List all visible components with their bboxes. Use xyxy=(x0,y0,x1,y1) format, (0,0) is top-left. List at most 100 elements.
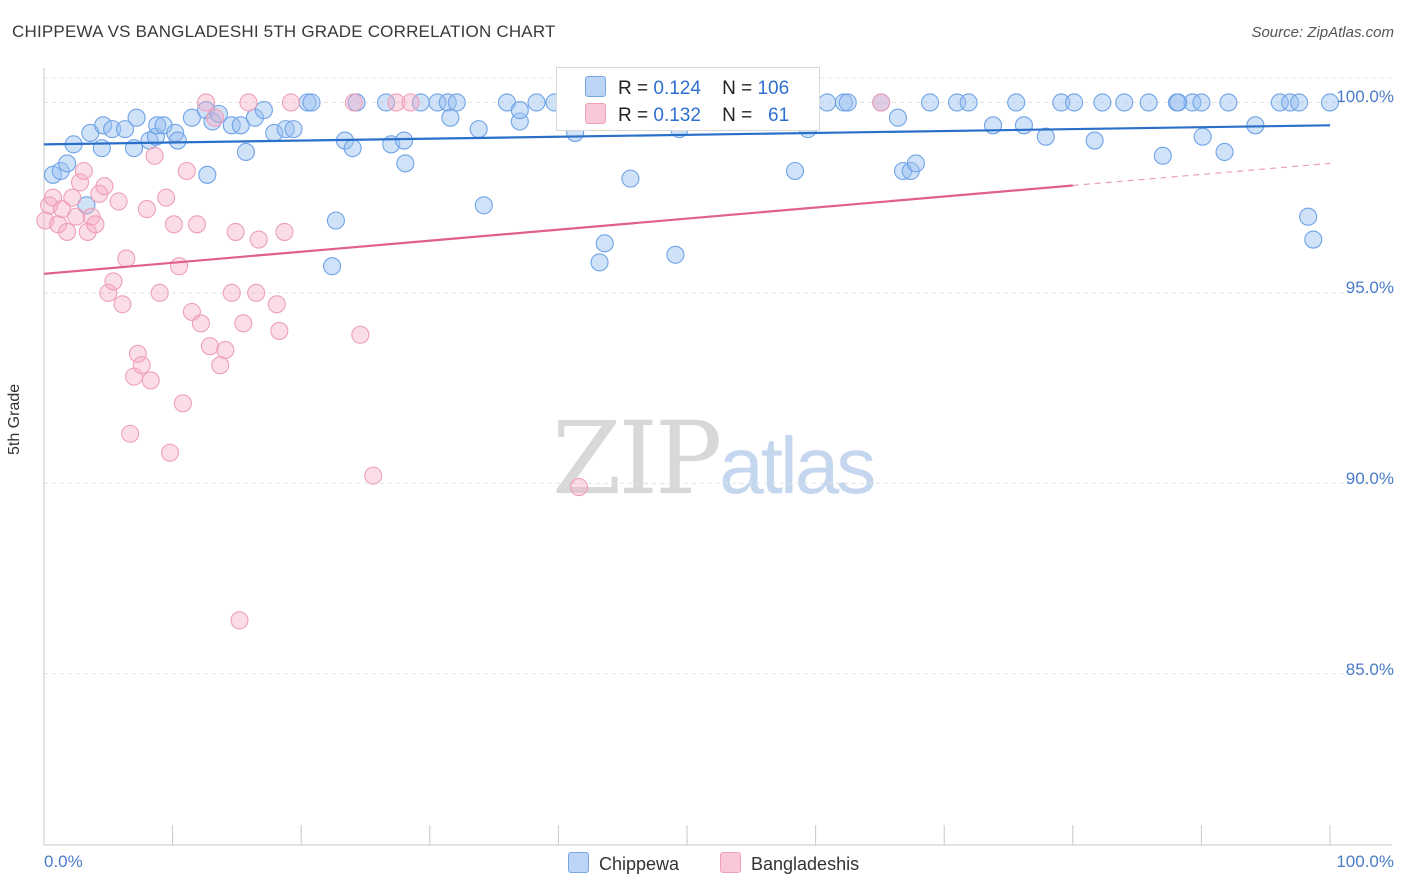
bangladeshis-legend-swatch xyxy=(720,852,741,873)
bangladeshis-point xyxy=(222,283,241,302)
chippewa-legend-swatch xyxy=(568,852,589,873)
legend-item-bangladeshis: Bangladeshis xyxy=(720,852,859,875)
bangladeshis-point xyxy=(200,337,219,356)
chippewa-point xyxy=(276,120,295,139)
chippewa-point xyxy=(621,169,640,188)
bangladeshis-point xyxy=(113,295,132,314)
chippewa-point xyxy=(428,93,447,112)
chippewa-point xyxy=(1014,116,1033,135)
chippewa-r-value: 0.124 xyxy=(653,78,701,99)
chippewa-point xyxy=(1115,93,1134,112)
chippewa-point xyxy=(323,257,342,276)
chippewa-point xyxy=(1290,93,1309,112)
chippewa-point xyxy=(395,131,414,150)
chippewa-point xyxy=(302,93,321,112)
chippewa-point xyxy=(1052,93,1071,112)
bangladeshis-point xyxy=(230,611,249,630)
bangladeshis-trend-line-extension xyxy=(1072,162,1331,187)
chippewa-point xyxy=(666,245,685,264)
bangladeshis-point xyxy=(177,161,196,181)
bangladeshis-point xyxy=(344,93,363,112)
bangladeshis-point xyxy=(351,325,370,344)
chippewa-point xyxy=(818,93,837,112)
bangladeshis-point xyxy=(164,215,183,234)
chippewa-point xyxy=(94,116,113,135)
chippewa-point xyxy=(1320,93,1340,112)
y-tick-label: 85.0% xyxy=(1345,660,1394,679)
bangladeshis-point xyxy=(191,314,210,333)
r-label: R = xyxy=(618,78,649,99)
chippewa-point xyxy=(888,108,907,127)
bangladeshis-point xyxy=(401,93,420,112)
bangladeshis-point xyxy=(872,93,891,112)
chippewa-point xyxy=(1169,93,1188,112)
chippewa-point xyxy=(1036,127,1055,146)
chippewa-point xyxy=(254,101,273,120)
chippewa-point xyxy=(231,116,250,135)
chippewa-point xyxy=(1065,93,1084,112)
chippewa-point xyxy=(785,161,805,181)
chippewa-swatch xyxy=(585,76,606,97)
chippewa-point xyxy=(474,196,493,215)
chart-title: CHIPPEWA VS BANGLADESHI 5TH GRADE CORREL… xyxy=(12,22,556,41)
bangladeshis-point xyxy=(196,93,216,112)
bangladeshis-point xyxy=(187,215,207,234)
bangladeshis-point xyxy=(387,93,406,112)
legend-row-chippewa: R = 0.124 N = 106 xyxy=(585,76,789,100)
chippewa-point xyxy=(1085,131,1104,150)
bangladeshis-point xyxy=(275,222,294,241)
chippewa-point xyxy=(834,93,853,112)
chippewa-point xyxy=(182,108,201,127)
chippewa-point xyxy=(343,139,362,158)
bangladeshis-point xyxy=(270,321,289,340)
chippewa-point xyxy=(51,161,70,181)
y-tick-label: 95.0% xyxy=(1345,278,1394,297)
bangladeshis-point xyxy=(128,344,147,363)
chippewa-point xyxy=(1304,230,1323,249)
bangladeshis-point xyxy=(67,207,86,226)
bangladeshis-point xyxy=(173,394,192,413)
chippewa-point xyxy=(838,93,857,112)
bangladeshis-point xyxy=(86,215,105,234)
chippewa-point xyxy=(92,139,111,158)
source-credit: Source: ZipAtlas.com xyxy=(1251,24,1394,41)
legend-row-bangladeshis: R = 0.132 N = 61 xyxy=(585,103,789,127)
bangladeshis-point xyxy=(78,222,97,241)
bangladeshis-point xyxy=(281,93,300,112)
chippewa-point xyxy=(377,93,396,112)
chippewa-point xyxy=(906,154,925,173)
bangladeshis-point xyxy=(52,200,72,219)
chippewa-point xyxy=(959,93,978,112)
bangladeshis-point xyxy=(99,283,118,302)
bangladeshis-point xyxy=(70,173,90,192)
bangladeshis-point xyxy=(247,283,266,302)
bangladeshis-n-value: 61 xyxy=(768,105,790,126)
chippewa-point xyxy=(590,253,609,272)
bangladeshis-trend-line xyxy=(43,184,1073,275)
bangladeshis-point xyxy=(109,192,128,211)
bangladeshis-point xyxy=(104,272,123,291)
bangladeshis-point xyxy=(121,424,140,443)
chippewa-point xyxy=(1139,93,1158,112)
chippewa-point xyxy=(1193,127,1212,146)
bangladeshis-point xyxy=(157,188,176,207)
bangladeshis-point xyxy=(211,356,230,375)
chippewa-point xyxy=(127,108,146,127)
chippewa-point xyxy=(148,116,167,135)
chippewa-point xyxy=(77,196,96,215)
bangladeshis-point xyxy=(132,356,151,375)
chippewa-point xyxy=(1192,93,1211,112)
chippewa-trend-line xyxy=(43,124,1331,146)
chippewa-point xyxy=(1093,93,1112,112)
chippewa-point xyxy=(1215,142,1234,162)
bangladeshis-point xyxy=(160,443,180,462)
bangladeshis-point xyxy=(239,93,258,112)
bangladeshis-point xyxy=(169,257,189,276)
chippewa-point xyxy=(1219,93,1238,112)
chippewa-point xyxy=(469,120,488,139)
chippewa-point xyxy=(115,120,135,139)
chippewa-point xyxy=(510,101,529,120)
chippewa-point xyxy=(447,93,466,112)
bangladeshis-swatch xyxy=(585,103,606,124)
n-label: N = xyxy=(722,105,753,126)
